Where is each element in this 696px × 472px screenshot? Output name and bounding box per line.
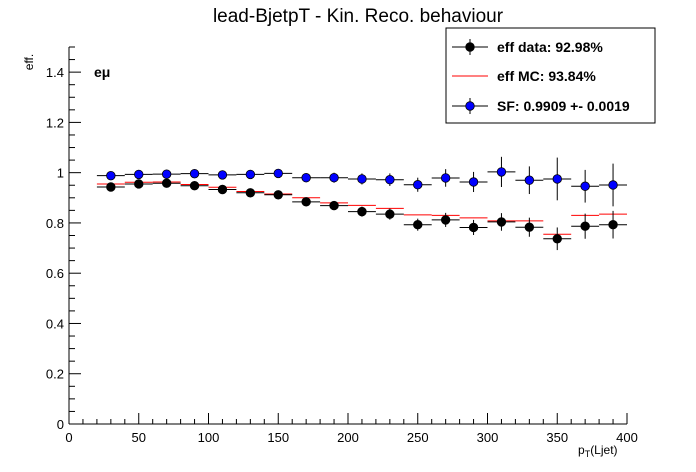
data-point <box>608 219 618 230</box>
sf-point <box>385 175 395 185</box>
sf-point <box>161 169 172 179</box>
data-point <box>496 217 507 227</box>
legend-symbol-marker <box>465 101 475 111</box>
y-tick-label: 0.4 <box>46 316 64 331</box>
data-point <box>357 206 367 217</box>
y-axis-label: eff. <box>22 54 36 70</box>
data-marks <box>96 156 627 251</box>
data-point <box>329 200 339 211</box>
x-tick-label: 400 <box>616 430 638 445</box>
sf-point <box>245 169 256 180</box>
data-point <box>301 197 311 207</box>
x-tick-label: 50 <box>132 430 146 445</box>
x-axis-label-subscript: T <box>585 449 591 459</box>
y-tick-label: 0.6 <box>46 266 64 281</box>
y-tick-label: 1 <box>57 166 64 181</box>
y-tick-label: 0.8 <box>46 216 64 231</box>
sf-point <box>357 174 367 184</box>
sf-point <box>608 180 618 190</box>
sf-point <box>413 180 423 190</box>
legend-entry-label: eff data: 92.98% <box>497 39 603 55</box>
data-point <box>385 209 395 219</box>
y-tick-label: 0.2 <box>46 367 64 382</box>
data-point <box>134 179 144 189</box>
sf-point <box>524 175 535 185</box>
x-axis-label-rest: (Ljet) <box>590 443 617 457</box>
data-point <box>580 221 590 231</box>
x-tick-label: 200 <box>337 430 359 445</box>
x-axis-label: pT(Ljet) <box>578 443 618 459</box>
sf-point <box>580 181 590 191</box>
y-tick-label: 0 <box>57 417 64 432</box>
legend-entry-label: SF: 0.9909 +- 0.0019 <box>497 98 630 114</box>
data-point <box>440 215 451 225</box>
axes: 0 50 100 150 200 250 300 350 400 0 0.2 0.4 0.6 0.8 1 1.… <box>46 46 638 445</box>
data-point <box>273 190 283 200</box>
sf-point <box>301 172 311 183</box>
data-point <box>524 222 535 232</box>
data-point <box>468 222 479 233</box>
legend-symbol-marker <box>465 42 475 52</box>
sf-point <box>329 172 339 183</box>
data-point <box>413 219 423 230</box>
data-point <box>552 234 562 244</box>
sf-point <box>217 170 228 180</box>
channel-label: eμ <box>94 64 110 80</box>
sf-point <box>134 169 144 180</box>
x-axis-label-main: p <box>578 443 585 457</box>
x-tick-label: 100 <box>198 430 220 445</box>
sf-point <box>496 167 507 177</box>
legend: eff data: 92.98% eff MC: 93.84% SF: 0.9909… <box>445 27 656 124</box>
sf-point <box>552 174 562 184</box>
y-tick-label: 1.2 <box>46 115 64 130</box>
data-point <box>217 184 228 195</box>
data-point <box>189 181 200 191</box>
y-tick-label: 1.4 <box>46 65 64 80</box>
chart-title: lead-BjetpT - Kin. Reco. behaviour <box>213 6 504 27</box>
sf-point <box>106 170 116 181</box>
x-tick-label: 250 <box>407 430 429 445</box>
x-tick-label: 150 <box>267 430 289 445</box>
x-tick-label: 300 <box>477 430 499 445</box>
legend-entry-label: eff MC: 93.84% <box>497 68 596 84</box>
data-point <box>161 178 172 188</box>
sf-point <box>273 168 283 179</box>
x-tick-label: 0 <box>65 430 72 445</box>
x-tick-label: 350 <box>546 430 568 445</box>
sf-point <box>440 173 451 183</box>
sf-point <box>189 168 200 179</box>
data-point <box>245 188 256 198</box>
sf-point <box>468 177 479 187</box>
data-point <box>106 182 116 192</box>
